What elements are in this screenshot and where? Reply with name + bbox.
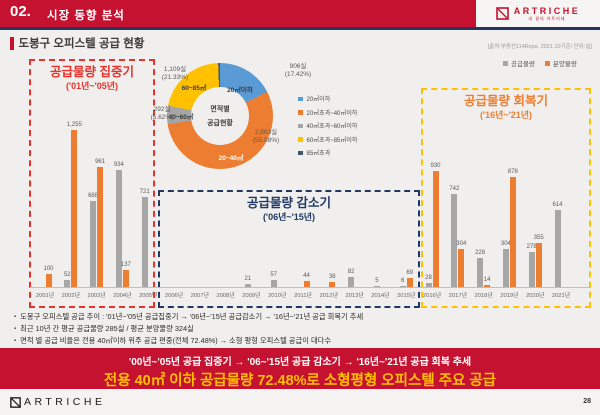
- donut-callout-20: 906실 (17.42%): [284, 63, 312, 78]
- legend-label: 20㎡이하: [306, 97, 331, 104]
- brand-name: ARTRICHE: [513, 6, 581, 16]
- brand-logo: ARTRICHE 내 곁의 아트리쉐: [476, 0, 600, 27]
- donut-legend-item: 20㎡초과~40㎡이하: [298, 106, 357, 120]
- footer-bar: ARTRICHE 28: [0, 389, 600, 415]
- bullet-icon: ▪: [14, 326, 17, 333]
- footer-logo: ARTRICHE: [10, 396, 105, 408]
- period-decline-title: 공급물량 감소기: [247, 196, 331, 210]
- period-box-concentration: 공급물량 집중기 ('01년~'05년): [29, 59, 155, 308]
- banner-line2: 전용 40㎡ 이하 공급물량 72.48%로 소형평형 오피스텔 주요 공급: [103, 373, 497, 389]
- bar-legend-item: 분양물량: [544, 58, 577, 68]
- donut-callout-40-60: 292실 (5.62%): [150, 106, 174, 121]
- title-accent-bar: [10, 36, 14, 50]
- key-message-banner: '00년~'05년 공급 집중기 → '06~'15년 공급 감소기 → '16…: [0, 348, 600, 389]
- donut-ring-label-60-85: 60~85㎡: [181, 85, 207, 92]
- donut-legend-item: 40㎡초과~60㎡이하: [298, 119, 357, 133]
- donut-legend-item: 60㎡초과~85㎡이하: [298, 133, 357, 147]
- donut-ring-label-20-40: 20~40㎡: [218, 155, 244, 162]
- artriche-logo-icon: [495, 7, 509, 20]
- donut-callout-20-40: 2,863실 (55.08%): [252, 129, 280, 144]
- summary-bullet: ▪ 면적 별 공급 비율은 전용 40㎡이하 위주 공급 편중(전체 72.48%…: [14, 335, 363, 347]
- area-donut-chart: 면적별 공급현황: [167, 63, 273, 169]
- source-note: [출처:부동산114Reps, 2021.10기준/ 단위:실]: [487, 44, 592, 50]
- donut-ring-label-20: 20㎡이하: [227, 87, 253, 94]
- period-recovery-range: ('16년~'21년): [479, 110, 533, 120]
- footer-brand-name: ARTRICHE: [24, 396, 106, 408]
- artriche-footer-logo-icon: [10, 396, 21, 408]
- period-decline-range: ('06년~'15년): [262, 212, 316, 222]
- bar-legend-item: 공급물량: [503, 58, 535, 68]
- donut-callout-60-85: 1,109실 (21.33%): [161, 66, 189, 81]
- donut-legend-item: 20㎡이하: [298, 92, 357, 106]
- page-title: 도봉구 오피스텔 공급 현황: [10, 35, 144, 51]
- legend-swatch-icon: [298, 110, 303, 115]
- legend-swatch-icon: [298, 96, 303, 101]
- brand-tagline: 내 곁의 아트리쉐: [528, 16, 566, 21]
- donut-center-label: 면적별 공급현황: [191, 87, 249, 145]
- legend-label: 60㎡초과~85㎡이하: [306, 137, 358, 144]
- donut-legend: 20㎡이하 20㎡초과~40㎡이하 40㎡초과~60㎡이하 60㎡초과~85㎡이하 85…: [298, 92, 357, 160]
- page-title-text: 도봉구 오피스텔 공급 현황: [18, 38, 145, 50]
- bullet-text: 최근 10년 간 평균 공급물량 285실 / 평균 분양물량 324실: [20, 324, 194, 334]
- donut-legend-item: 85㎡초과: [298, 146, 357, 160]
- legend-swatch-icon: [503, 60, 508, 66]
- period-box-decline: 공급물량 감소기 ('06년~'15년): [158, 190, 420, 308]
- header-divider: [0, 27, 600, 30]
- page-number: 28: [583, 398, 591, 405]
- legend-label: 85㎡초과: [306, 151, 331, 158]
- bullet-text: 도봉구 오피스텔 공급 추이 : '01년~'05년 공급집중기 → '06년~…: [20, 312, 364, 321]
- legend-swatch-icon: [298, 150, 303, 155]
- legend-swatch-icon: [544, 60, 550, 66]
- summary-bullets: ▪ 도봉구 오피스텔 공급 추이 : '01년~'05년 공급집중기 → '06년…: [14, 311, 363, 348]
- legend-label: 20㎡초과~40㎡이하: [306, 110, 358, 117]
- legend-label: 공급물량: [511, 61, 535, 68]
- bullet-icon: ▪: [14, 338, 17, 345]
- legend-label: 40㎡초과~60㎡이하: [306, 124, 358, 131]
- bullet-icon: ▪: [14, 314, 17, 320]
- period-box-recovery: 공급물량 회복기 ('16년~'21년): [421, 88, 591, 308]
- summary-bullet: ▪ 최근 10년 간 평균 공급물량 285실 / 평균 분양물량 324실: [14, 323, 363, 335]
- header-bar: 02. 시장 동향 분석 ARTRICHE 내 곁의 아트리쉐: [0, 0, 600, 27]
- summary-bullet: ▪ 도봉구 오피스텔 공급 추이 : '01년~'05년 공급집중기 → '06년…: [14, 311, 363, 323]
- legend-swatch-icon: [298, 137, 303, 142]
- bullet-text: 면적 별 공급 비율은 전용 40㎡이하 위주 공급 편중(전체 72.48%)…: [20, 336, 332, 346]
- donut-ring-label-40-60: 40~60㎡: [168, 114, 194, 121]
- legend-label: 분양물량: [552, 61, 577, 68]
- period-concentration-title: 공급물량 집중기: [50, 65, 134, 79]
- section-number: 02.: [10, 3, 31, 20]
- legend-swatch-icon: [298, 123, 303, 128]
- banner-line1: '00년~'05년 공급 집중기 → '06~'15년 공급 감소기 → '16…: [128, 357, 472, 368]
- bar-chart-legend: 공급물량 분양물량: [503, 58, 577, 68]
- period-recovery-title: 공급물량 회복기: [464, 94, 548, 108]
- section-title: 시장 동향 분석: [47, 10, 125, 22]
- period-concentration-range: ('01년~'05년): [65, 81, 119, 91]
